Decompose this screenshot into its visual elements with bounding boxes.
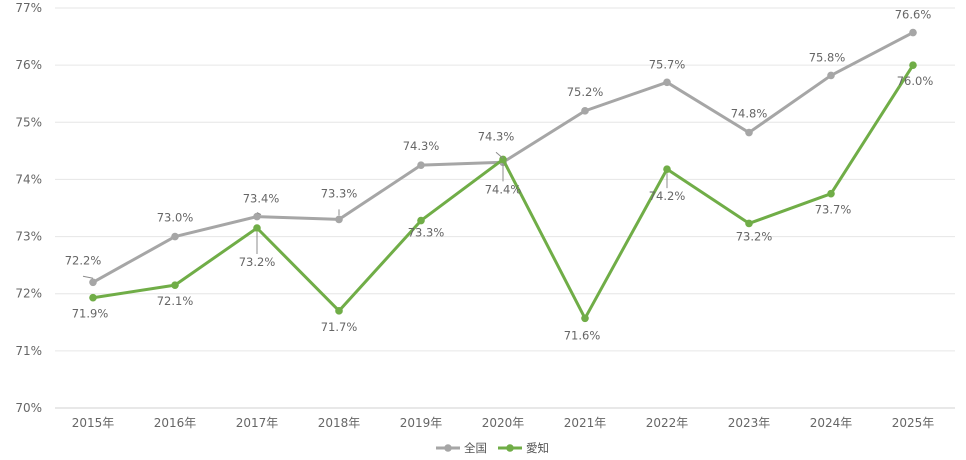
point-aichi — [335, 307, 343, 315]
national-leader — [495, 151, 504, 159]
point-aichi — [581, 314, 589, 323]
point-aichi — [171, 281, 179, 289]
national-data-label: 73.0% — [157, 211, 194, 225]
aichi-data-label: 72.1% — [157, 294, 194, 308]
aichi-data-label: 73.2% — [736, 229, 773, 243]
point-aichi — [417, 216, 425, 225]
x-axis-ticks: 2015年 2016年 2017年 2018年 2019年 2020年 2021年 2022年… — [72, 416, 935, 430]
national-data-label: 74.3% — [478, 129, 515, 143]
point-aichi — [253, 224, 261, 232]
national-data-label: 73.4% — [243, 192, 280, 206]
legend-marker-aichi — [506, 444, 514, 452]
legend-label-national: 全国 — [464, 441, 487, 455]
x-tick-label: 2025年 — [892, 416, 935, 430]
aichi-data-label: 76.0% — [897, 74, 934, 88]
y-tick-label: 73% — [15, 230, 42, 244]
national-data-label: 74.3% — [403, 139, 440, 153]
point-national — [89, 278, 97, 287]
y-tick-label: 77% — [15, 1, 42, 15]
aichi-data-label: 73.3% — [408, 226, 445, 240]
x-tick-label: 2018年 — [318, 416, 361, 430]
x-tick-label: 2015年 — [72, 416, 115, 430]
point-national — [417, 161, 425, 169]
x-tick-label: 2024年 — [810, 416, 853, 430]
national-data-label: 73.3% — [321, 186, 358, 200]
x-tick-label: 2021年 — [564, 416, 607, 430]
x-tick-label: 2019年 — [400, 416, 443, 430]
national-data-label: 75.2% — [567, 85, 604, 99]
aichi-data-label: 71.7% — [321, 320, 358, 334]
point-aichi — [909, 61, 917, 69]
point-national — [335, 215, 343, 224]
data-labels: 72.2% 73.0% 73.4% 73.3% 74.3% 74.3% 75.2% 75.7%… — [65, 8, 934, 343]
x-tick-label: 2017年 — [236, 416, 279, 430]
series-lines — [89, 28, 917, 323]
y-tick-label: 72% — [15, 287, 42, 301]
national-data-label: 72.2% — [65, 253, 102, 267]
point-aichi — [89, 293, 97, 302]
national-leader — [82, 275, 94, 279]
aichi-data-label: 71.9% — [72, 307, 109, 321]
aichi-data-label: 74.2% — [649, 189, 686, 203]
aichi-data-label: 74.4% — [485, 182, 522, 196]
legend: 全国 愛知 — [436, 441, 549, 455]
y-tick-label: 70% — [15, 401, 42, 415]
point-national — [909, 28, 917, 37]
y-tick-label: 76% — [15, 58, 42, 72]
y-tick-label: 74% — [15, 172, 42, 186]
point-aichi — [745, 219, 753, 228]
point-national — [745, 128, 753, 137]
point-national — [171, 232, 179, 241]
national-data-label: 76.6% — [895, 8, 932, 22]
point-aichi — [663, 165, 671, 173]
y-axis-ticks: 70% 71% 72% 73% 74% 75% 76% 77% — [15, 1, 42, 415]
legend-marker-national — [444, 444, 452, 452]
x-tick-label: 2020年 — [482, 416, 525, 430]
national-data-label: 75.7% — [649, 57, 686, 71]
point-aichi — [827, 189, 835, 198]
aichi-data-label: 73.2% — [239, 255, 276, 269]
point-national — [581, 107, 589, 115]
aichi-data-label: 71.6% — [564, 328, 601, 342]
gridlines — [55, 7, 955, 409]
x-tick-label: 2023年 — [728, 416, 771, 430]
legend-label-aichi: 愛知 — [526, 441, 549, 455]
point-national — [253, 212, 261, 221]
point-national — [663, 78, 671, 87]
x-tick-label: 2016年 — [154, 416, 197, 430]
point-aichi — [499, 155, 507, 164]
x-tick-label: 2022年 — [646, 416, 689, 430]
y-tick-label: 75% — [15, 115, 42, 129]
national-data-label: 74.8% — [731, 107, 768, 121]
national-data-label: 75.8% — [809, 50, 846, 64]
aichi-data-label: 73.7% — [815, 203, 852, 217]
point-national — [827, 71, 835, 80]
y-tick-label: 71% — [15, 344, 42, 358]
national-leader — [256, 212, 262, 216]
